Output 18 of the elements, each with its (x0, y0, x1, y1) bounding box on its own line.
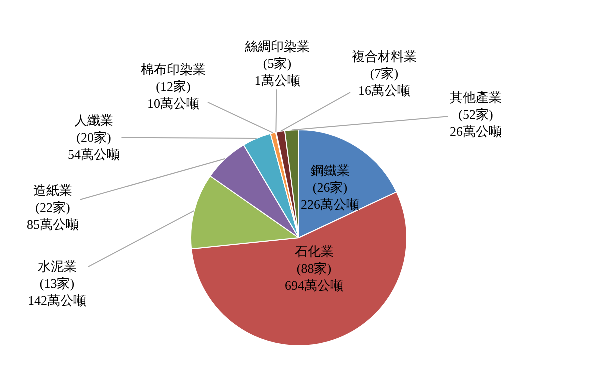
data-label: (22家) 85萬公噸 (27, 200, 79, 232)
data-label: (52家) 26萬公噸 (450, 106, 502, 139)
slice-label: 人纖業 (74, 113, 114, 128)
slice-label: 複合材料業 (352, 49, 417, 64)
data-label: (26家) 226萬公噸 (301, 180, 360, 212)
slice-label: 絲綢印染業 (244, 39, 310, 54)
data-label: (7家) 16萬公噸 (358, 66, 410, 98)
data-label: (88家) 694萬公噸 (285, 260, 344, 293)
slice-label: 鋼鐵業 (310, 163, 350, 178)
slice-label: 其他產業 (450, 90, 502, 105)
data-label: (20家) 54萬公噸 (68, 130, 120, 162)
slice-label: 棉布印染業 (141, 62, 206, 77)
slice-label: 石化業 (294, 244, 334, 259)
data-label: (13家) 142萬公噸 (28, 276, 86, 308)
slice-label: 造紙業 (34, 183, 72, 198)
slice-label: 水泥業 (38, 259, 77, 274)
data-label: (12家) 10萬公噸 (148, 78, 200, 111)
data-label: (5家) 1萬公噸 (254, 56, 300, 88)
